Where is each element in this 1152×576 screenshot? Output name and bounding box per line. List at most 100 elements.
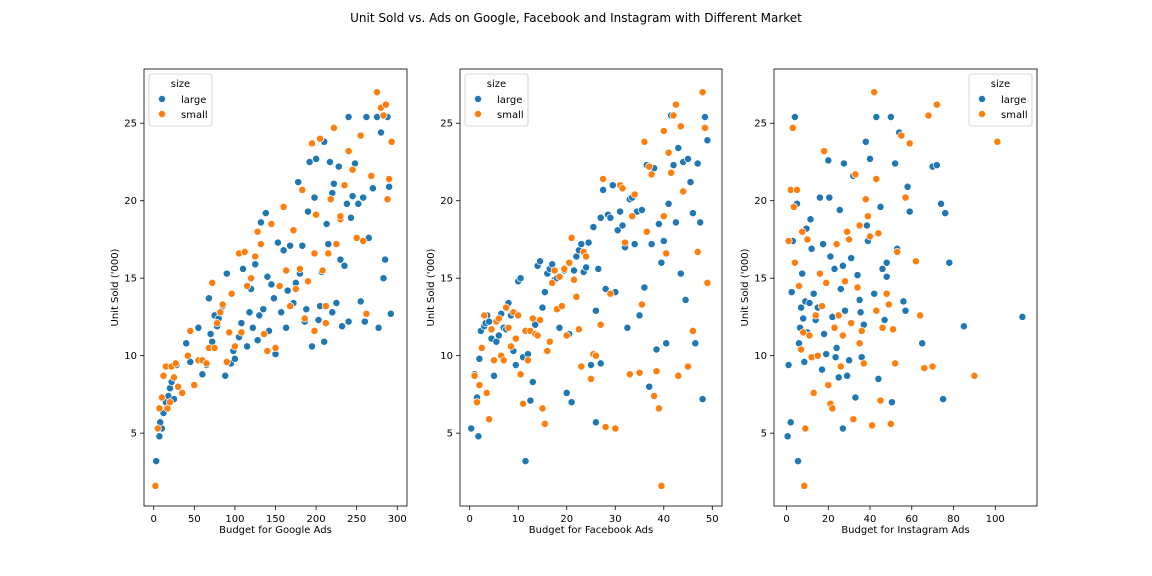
point-large [856, 308, 865, 317]
point-small [911, 257, 920, 266]
point-small [256, 240, 265, 249]
point-large [880, 316, 889, 324]
point-small [684, 362, 692, 371]
point-large [686, 178, 695, 187]
point-large [787, 288, 796, 297]
point-large [939, 395, 948, 404]
point-large [826, 252, 835, 261]
point-small [504, 323, 513, 332]
point-small [642, 227, 651, 236]
point-small [470, 371, 479, 380]
point-small [208, 278, 217, 287]
point-large [536, 257, 545, 266]
point-small [872, 306, 881, 315]
point-large [360, 317, 369, 326]
point-large [838, 424, 847, 433]
point-small [669, 111, 678, 120]
point-small [582, 252, 591, 261]
point-large [599, 185, 608, 194]
point-small [308, 139, 316, 148]
point-large [819, 240, 828, 249]
x-tick-label: 30 [609, 514, 622, 525]
point-small [506, 342, 515, 351]
point-large [155, 432, 164, 441]
point-small [516, 370, 525, 379]
point-large [373, 113, 381, 121]
point-small [562, 331, 571, 340]
point-small [635, 368, 644, 377]
x-axis-label: Budget for Google Ads [219, 525, 332, 536]
point-small [652, 367, 661, 376]
point-large [899, 297, 908, 306]
y-tick-label: 20 [440, 196, 453, 207]
point-large [887, 398, 896, 407]
point-small [222, 357, 231, 366]
point-large [691, 339, 700, 348]
point-large [945, 258, 954, 267]
point-large [822, 350, 831, 359]
point-small [550, 266, 559, 275]
point-small [676, 122, 685, 131]
point-small [784, 237, 793, 245]
point-small [845, 235, 854, 244]
point-small [385, 175, 394, 183]
point-small [321, 319, 330, 328]
point-large [847, 254, 856, 263]
point-large [806, 215, 815, 224]
point-large [800, 357, 809, 366]
point-large [815, 193, 824, 202]
point-small [857, 326, 866, 335]
point-large [851, 393, 860, 402]
point-large [818, 365, 826, 374]
point-small [878, 323, 887, 332]
point-small [970, 371, 979, 380]
point-large [243, 342, 252, 351]
point-large [674, 144, 683, 152]
point-small [383, 195, 392, 204]
point-small [889, 325, 897, 334]
point-small [645, 162, 654, 171]
point-small [473, 398, 481, 407]
point-small [664, 148, 673, 157]
point-small [851, 170, 860, 179]
point-large [377, 128, 385, 137]
point-small [227, 289, 236, 298]
point-small [893, 247, 902, 256]
legend-label-large: large [1001, 95, 1026, 106]
point-small [868, 421, 877, 430]
point-small [601, 423, 610, 431]
y-tick-label: 25 [440, 119, 453, 130]
legend-label-large: large [497, 95, 522, 106]
point-small [824, 381, 833, 390]
point-large [332, 299, 341, 307]
point-large [310, 193, 319, 202]
x-tick-label: 40 [657, 514, 670, 525]
point-small [279, 202, 288, 211]
x-axis-label: Budget for Facebook Ads [529, 525, 653, 536]
point-small [843, 227, 852, 236]
point-small [838, 331, 847, 340]
point-large [684, 154, 692, 163]
point-small [482, 388, 491, 397]
point-large [783, 432, 792, 441]
point-small [789, 202, 798, 211]
point-large [918, 339, 927, 348]
legend-marker-large [158, 95, 166, 103]
point-small [157, 393, 166, 402]
point-large [344, 113, 353, 121]
point-small [260, 330, 269, 338]
point-small [795, 282, 803, 290]
point-small [565, 258, 574, 267]
point-small [230, 342, 239, 351]
point-large [594, 264, 603, 273]
point-large [832, 343, 841, 352]
point-large [325, 158, 334, 166]
point-small [329, 123, 338, 132]
point-large [467, 424, 476, 433]
point-small [548, 278, 557, 287]
point-small [849, 415, 858, 424]
x-tick-label: 50 [706, 514, 719, 525]
point-small [247, 274, 256, 283]
point-small [511, 334, 520, 343]
point-large [567, 398, 576, 407]
